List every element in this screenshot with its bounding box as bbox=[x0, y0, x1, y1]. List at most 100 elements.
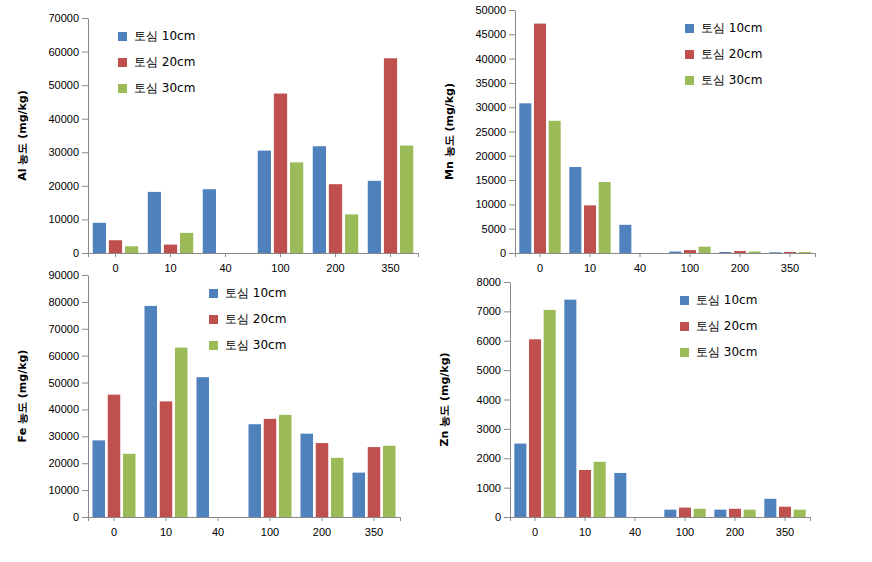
tick-mark bbox=[504, 311, 510, 312]
bar bbox=[664, 510, 676, 517]
tick-mark bbox=[82, 302, 88, 303]
legend-swatch bbox=[209, 341, 218, 350]
tick: 100 bbox=[271, 253, 289, 274]
legend-item: 토심 30cm bbox=[118, 81, 195, 95]
tick-label: 10000 bbox=[48, 213, 79, 225]
bar bbox=[123, 454, 136, 517]
bar bbox=[564, 300, 576, 517]
tick: 40000 bbox=[475, 53, 515, 65]
bar bbox=[108, 395, 121, 517]
legend-label: 토심 10cm bbox=[225, 286, 286, 300]
tick: 0 bbox=[500, 247, 515, 259]
legend-item: 토심 30cm bbox=[685, 73, 762, 87]
tick-label: 100 bbox=[261, 526, 279, 538]
tick-mark bbox=[509, 132, 515, 133]
tick-label: 200 bbox=[726, 526, 744, 538]
tick-label: 25000 bbox=[475, 126, 506, 138]
tick-mark bbox=[685, 517, 686, 521]
tick-label: 70000 bbox=[48, 323, 79, 335]
tick-mark bbox=[509, 156, 515, 157]
bar bbox=[345, 214, 358, 253]
tick: 10 bbox=[584, 253, 596, 274]
axis-line bbox=[89, 254, 419, 258]
bar bbox=[352, 473, 365, 517]
tick-label: 20000 bbox=[475, 150, 506, 162]
bar bbox=[714, 510, 726, 517]
tick-label: 350 bbox=[776, 526, 794, 538]
tick: 0 bbox=[73, 511, 88, 523]
bar bbox=[313, 146, 326, 253]
tick: 40 bbox=[219, 253, 231, 274]
tick-label: 8000 bbox=[477, 276, 501, 288]
tick-label: 0 bbox=[112, 262, 118, 274]
tick-mark bbox=[509, 107, 515, 108]
legend-label: 토심 30cm bbox=[701, 73, 762, 87]
tick-label: 350 bbox=[781, 262, 799, 274]
tick-label: 30000 bbox=[48, 146, 79, 158]
tick: 30000 bbox=[475, 101, 515, 113]
tick: 30000 bbox=[48, 430, 88, 442]
tick-mark bbox=[82, 409, 88, 410]
bar bbox=[196, 377, 209, 517]
tick: 350 bbox=[365, 517, 383, 538]
tick: 5000 bbox=[477, 364, 510, 376]
tick-mark bbox=[82, 152, 88, 153]
tick-mark bbox=[82, 275, 88, 276]
tick-label: 90000 bbox=[48, 269, 79, 281]
tick: 40 bbox=[634, 253, 646, 274]
bar bbox=[684, 250, 696, 253]
tick-label: 60000 bbox=[48, 350, 79, 362]
tick-label: 100 bbox=[676, 526, 694, 538]
tick-label: 70000 bbox=[48, 12, 79, 24]
legend-item: 토심 10cm bbox=[209, 286, 286, 300]
y-axis: 010000200003000040000500006000070000 bbox=[48, 12, 88, 259]
y-axis: 010002000300040005000600070008000 bbox=[477, 276, 511, 523]
tick-label: 4000 bbox=[477, 394, 501, 406]
tick-label: 5000 bbox=[482, 223, 506, 235]
tick: 10 bbox=[579, 517, 591, 538]
tick-label: 30000 bbox=[48, 430, 79, 442]
legend-label: 토심 10cm bbox=[134, 29, 195, 43]
tick: 350 bbox=[776, 517, 794, 538]
bar bbox=[579, 470, 591, 517]
legend-item: 토심 20cm bbox=[118, 55, 195, 69]
legend-swatch bbox=[685, 24, 694, 33]
legend-label: 토심 20cm bbox=[696, 319, 757, 333]
tick: 0 bbox=[532, 517, 538, 538]
bar bbox=[383, 446, 396, 517]
tick: 0 bbox=[111, 517, 117, 538]
tick: 0 bbox=[112, 253, 118, 274]
tick-label: 0 bbox=[537, 262, 543, 274]
tick-mark bbox=[509, 229, 515, 230]
axis-line bbox=[515, 11, 516, 254]
bar bbox=[749, 252, 761, 253]
legend-swatch bbox=[680, 296, 689, 305]
bar bbox=[599, 182, 611, 253]
tick: 60000 bbox=[48, 46, 88, 58]
tick: 50000 bbox=[48, 377, 88, 389]
tick: 200 bbox=[726, 517, 744, 538]
tick: 0 bbox=[537, 253, 543, 274]
tick: 0 bbox=[73, 247, 88, 259]
bar bbox=[734, 251, 746, 253]
bar bbox=[144, 306, 157, 517]
tick-mark bbox=[82, 85, 88, 86]
tick-label: 40 bbox=[629, 526, 641, 538]
bar bbox=[300, 434, 313, 517]
bar bbox=[669, 252, 681, 253]
tick-label: 1000 bbox=[477, 482, 501, 494]
tick-mark bbox=[504, 282, 510, 283]
axis-title: Al 농도 (mg/kg) bbox=[16, 90, 29, 181]
tick: 100 bbox=[681, 253, 699, 274]
bar bbox=[279, 415, 292, 517]
tick-label: 3000 bbox=[477, 423, 501, 435]
tick-mark bbox=[504, 341, 510, 342]
bar bbox=[544, 310, 556, 517]
bar bbox=[203, 189, 216, 253]
tick-mark bbox=[82, 517, 88, 518]
legend-swatch bbox=[685, 76, 694, 85]
tick-label: 50000 bbox=[475, 4, 506, 16]
tick: 2000 bbox=[477, 452, 510, 464]
bar bbox=[368, 181, 381, 253]
tick-label: 0 bbox=[532, 526, 538, 538]
